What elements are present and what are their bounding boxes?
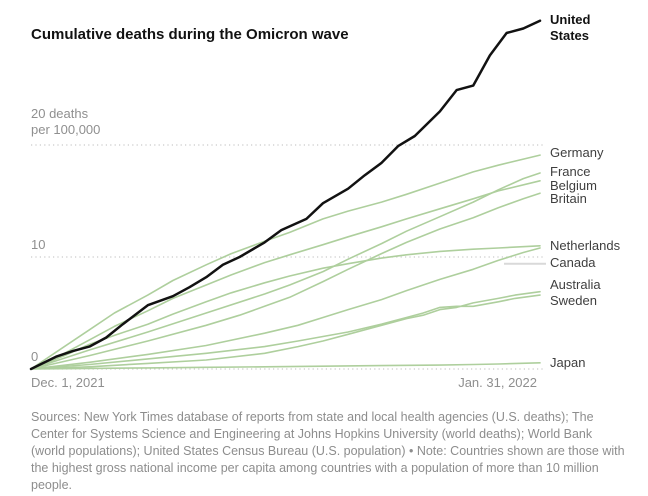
chart-canvas <box>29 19 546 371</box>
series-line-canada <box>30 247 541 370</box>
x-axis-end-label: Jan. 31, 2022 <box>458 375 537 390</box>
series-line-britain <box>30 192 541 370</box>
series-line-japan <box>30 361 541 370</box>
series-line-netherlands <box>30 245 541 370</box>
source-note-text: Sources: New York Times database of repo… <box>31 410 625 492</box>
series-line-belgium <box>30 180 541 370</box>
y-axis-tick-20-sublabel: per 100,000 <box>31 122 101 137</box>
chart-title: Cumulative deaths during the Omicron wav… <box>31 26 349 43</box>
series-line-sweden <box>30 294 541 370</box>
x-axis-start-label: Dec. 1, 2021 <box>31 375 105 390</box>
y-axis-tick-20: 20 deaths per 100,000 <box>31 106 100 138</box>
series-line-australia <box>30 290 541 370</box>
y-axis-tick-10: 10 <box>31 237 46 252</box>
y-axis-tick-20-label: 20 deaths <box>31 106 89 121</box>
y-axis-tick-0: 0 <box>31 349 39 364</box>
series-line-united-states <box>29 19 542 371</box>
series-line-germany <box>30 154 541 370</box>
